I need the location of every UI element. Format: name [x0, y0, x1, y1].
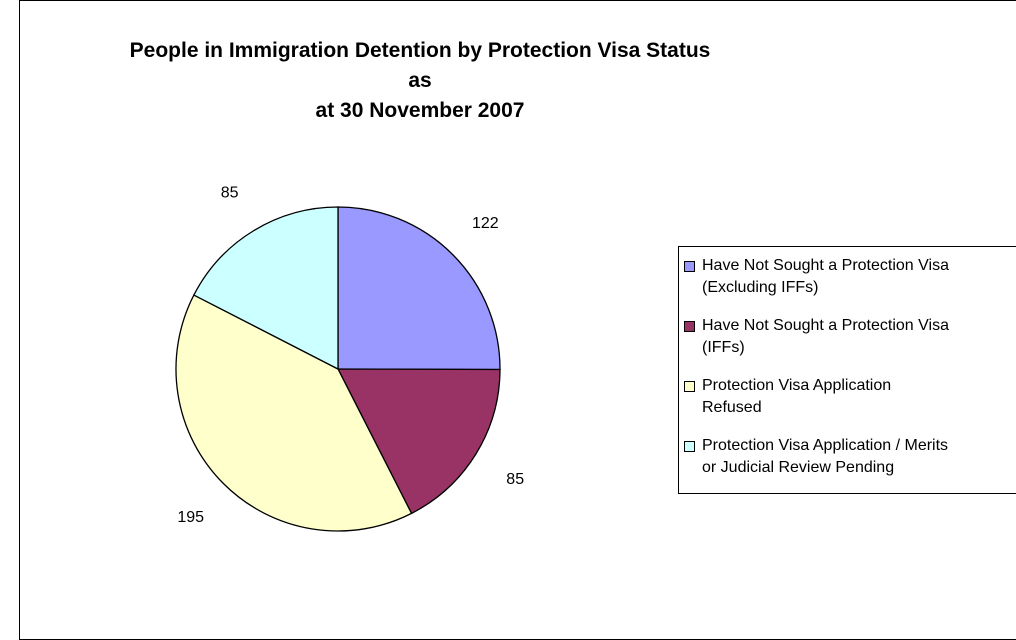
legend-label-line-1: Protection Visa Application / Merits: [702, 437, 949, 454]
legend-label-line-1: Have Not Sought a Protection Visa: [702, 257, 949, 274]
legend-label-line-2: or Judicial Review Pending: [702, 459, 895, 476]
legend-item-review-pending: Protection Visa Application / Merits or …: [684, 435, 1016, 479]
legend-label-line-1: Protection Visa Application: [702, 377, 892, 394]
legend-label-line-1: Have Not Sought a Protection Visa: [702, 317, 949, 334]
pie-slice-not-sought-excluding-iffs: [337, 206, 501, 371]
pie-slice-application-refused: [175, 294, 413, 532]
legend-swatch-not-sought-excluding-iffs: [684, 261, 695, 272]
legend-swatch-not-sought-iffs: [684, 321, 695, 332]
data-label-not-sought-excluding-iffs: 122: [472, 215, 499, 232]
chart-title-line-2: at 30 November 2007: [315, 99, 525, 122]
legend-item-not-sought-excluding-iffs: Have Not Sought a Protection Visa (Exclu…: [684, 255, 1016, 299]
legend-label-line-2: (Excluding IFFs): [702, 279, 819, 296]
legend-label-line-2: Refused: [702, 399, 762, 416]
data-label-review-pending: 85: [221, 185, 239, 202]
legend-item-not-sought-iffs: Have Not Sought a Protection Visa (IFFs): [684, 315, 1016, 359]
chart-title: People in Immigration Detention by Prote…: [120, 36, 720, 126]
chart-legend: Have Not Sought a Protection Visa (Exclu…: [678, 246, 1016, 494]
legend-item-application-refused: Protection Visa Application Refused: [684, 375, 1016, 419]
pie-chart: 122 85 195 85: [175, 185, 524, 532]
legend-swatch-review-pending: [684, 441, 695, 452]
legend-label-line-2: (IFFs): [702, 339, 745, 356]
data-label-application-refused: 195: [177, 509, 204, 526]
legend-swatch-application-refused: [684, 381, 695, 392]
chart-title-line-1: People in Immigration Detention by Prote…: [129, 39, 711, 92]
data-label-not-sought-iffs: 85: [506, 471, 524, 488]
pie-slice-not-sought-iffs: [336, 368, 501, 515]
pie-slice-review-pending: [192, 206, 339, 371]
